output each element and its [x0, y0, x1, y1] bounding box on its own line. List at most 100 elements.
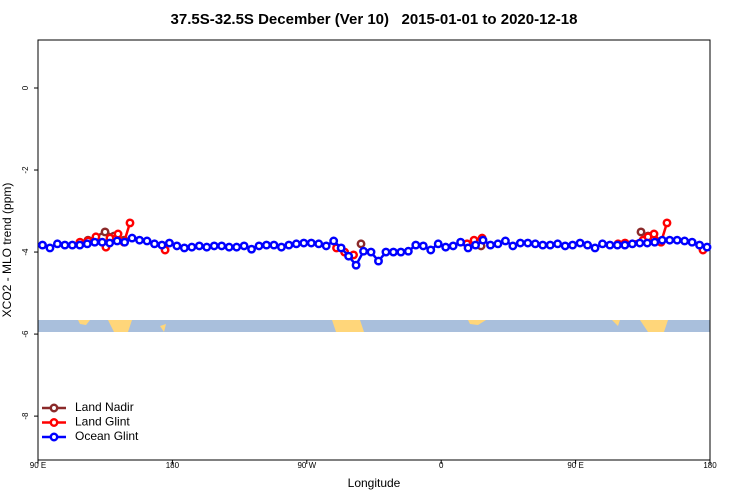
point — [150, 239, 159, 249]
point — [612, 240, 622, 250]
point — [560, 241, 570, 251]
point — [500, 236, 510, 246]
point — [649, 229, 659, 239]
point — [38, 240, 47, 250]
point — [388, 247, 398, 257]
map-strip — [38, 320, 710, 332]
point — [702, 242, 712, 252]
point — [239, 241, 249, 251]
point — [433, 239, 443, 249]
point — [127, 233, 137, 243]
chart-title: 37.5S-32.5S December (Ver 10) 2015-01-01… — [171, 11, 578, 28]
point — [351, 260, 361, 270]
point — [179, 243, 189, 253]
point — [224, 242, 234, 252]
series-line — [87, 230, 649, 242]
point — [45, 243, 55, 253]
x-tick-label: 90 E — [567, 461, 583, 470]
point — [232, 242, 242, 252]
point — [523, 238, 533, 248]
point — [262, 240, 271, 250]
legend-marker — [49, 432, 59, 442]
point — [605, 240, 615, 250]
point — [112, 236, 122, 246]
point — [598, 239, 607, 249]
legend-marker — [49, 403, 59, 413]
point — [471, 240, 480, 250]
point — [687, 237, 697, 247]
point — [493, 239, 503, 249]
point — [321, 241, 331, 251]
point — [426, 245, 436, 255]
legend-marker — [49, 418, 59, 427]
point — [627, 239, 637, 249]
point — [202, 242, 212, 252]
point — [306, 238, 316, 248]
point — [157, 240, 167, 250]
x-tick-label: 180 — [703, 461, 717, 470]
point — [217, 241, 227, 251]
x-tick-label: 0 — [439, 461, 444, 470]
point — [448, 241, 458, 251]
legend-label: Land Nadir — [75, 400, 134, 414]
point — [269, 240, 279, 250]
point — [530, 239, 540, 249]
point — [142, 236, 152, 246]
point — [187, 242, 197, 252]
y-tick-label: 0 — [21, 85, 30, 90]
point — [374, 256, 383, 266]
x-tick-label: 90 W — [297, 461, 316, 470]
point — [590, 243, 600, 253]
point — [209, 241, 219, 251]
point — [284, 240, 294, 250]
point — [650, 237, 660, 247]
point — [665, 235, 675, 245]
point — [620, 240, 630, 250]
ocean-band — [38, 320, 710, 332]
point — [538, 240, 548, 250]
point — [508, 241, 518, 251]
point — [672, 235, 682, 245]
point — [418, 241, 428, 251]
y-tick-label: -2 — [21, 166, 30, 174]
point — [164, 238, 174, 248]
y-axis-label: XCO2 - MLO trend (ppm) — [0, 183, 14, 318]
point — [194, 241, 204, 251]
point — [583, 240, 592, 250]
point — [299, 238, 309, 248]
point — [329, 236, 339, 246]
point — [97, 237, 107, 247]
y-tick-label: -6 — [21, 330, 30, 338]
point — [125, 218, 135, 228]
point — [463, 243, 473, 253]
point — [680, 236, 690, 246]
legend-label: Land Glint — [75, 415, 130, 429]
y-tick-label: -4 — [21, 248, 30, 256]
point — [662, 218, 672, 228]
point — [441, 242, 451, 252]
y-tick-label: -8 — [21, 412, 30, 420]
point — [254, 241, 264, 251]
point — [100, 227, 110, 237]
point — [172, 241, 182, 251]
point — [515, 238, 525, 248]
x-axis-label: Longitude — [348, 476, 401, 490]
point — [635, 238, 645, 248]
point — [456, 237, 466, 247]
point — [90, 237, 100, 247]
point — [636, 227, 646, 237]
point — [553, 239, 563, 249]
point — [411, 240, 421, 250]
x-tick-label: 90 E — [30, 461, 46, 470]
point — [344, 251, 354, 261]
point — [135, 235, 144, 245]
point — [478, 235, 488, 245]
point — [366, 247, 376, 257]
point — [113, 229, 123, 239]
point — [52, 239, 62, 249]
point — [276, 242, 286, 252]
point — [336, 243, 346, 253]
point — [657, 235, 667, 245]
point — [545, 240, 555, 250]
